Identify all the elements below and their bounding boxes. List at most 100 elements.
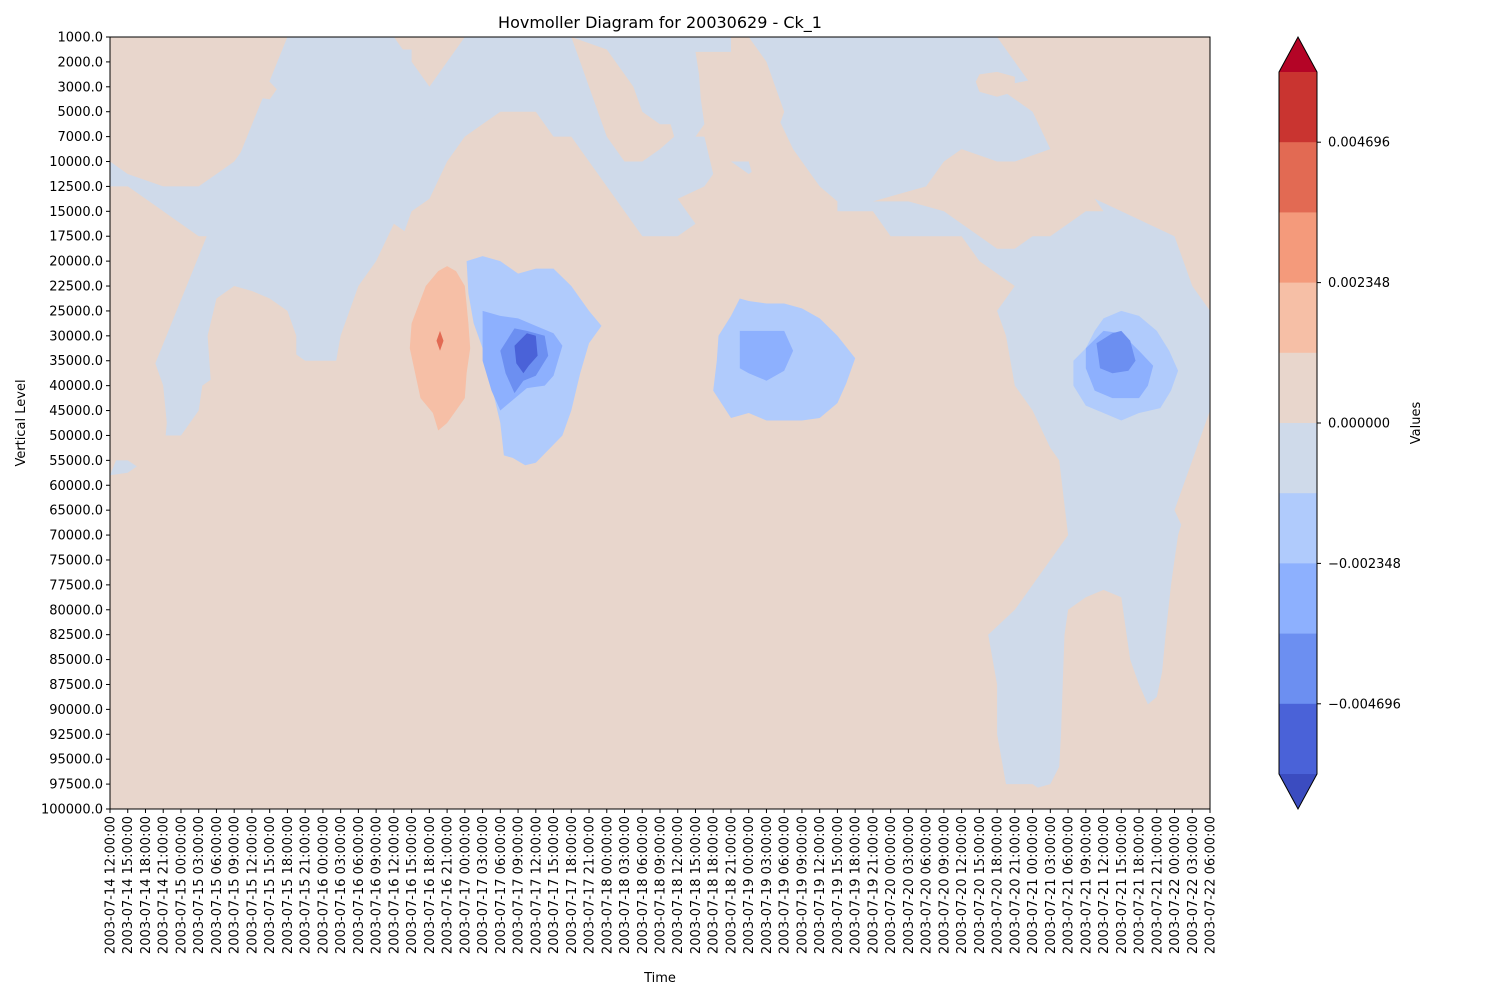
colorbar-tick-label: 0.004696 bbox=[1328, 136, 1390, 151]
y-tick-label: 70000.0 bbox=[49, 529, 103, 544]
contour-negative-blob-2-core bbox=[739, 330, 794, 381]
x-tick-label: 2003-07-17 00:00:00 bbox=[458, 816, 473, 954]
x-tick-label: 2003-07-20 09:00:00 bbox=[937, 816, 952, 954]
contour-field bbox=[110, 37, 1210, 809]
x-tick-label: 2003-07-18 06:00:00 bbox=[636, 816, 651, 954]
y-tick-label: 17500.0 bbox=[49, 230, 103, 245]
colorbar-label: Values bbox=[1409, 402, 1424, 445]
x-tick-label: 2003-07-17 15:00:00 bbox=[547, 816, 562, 954]
chart-title: Hovmoller Diagram for 20030629 - Ck_1 bbox=[498, 13, 822, 33]
y-tick-label: 3000.0 bbox=[58, 80, 104, 95]
y-tick-label: 45000.0 bbox=[49, 404, 103, 419]
y-tick-label: 55000.0 bbox=[49, 454, 103, 469]
plot-area bbox=[109, 36, 1211, 810]
colorbar-segment bbox=[1279, 493, 1317, 564]
y-tick-label: 85000.0 bbox=[49, 653, 103, 668]
y-tick-label: 82500.0 bbox=[49, 628, 103, 643]
x-tick-label: 2003-07-16 12:00:00 bbox=[387, 816, 402, 954]
x-tick-label: 2003-07-18 18:00:00 bbox=[707, 816, 722, 954]
y-axis-label: Vertical Level bbox=[14, 379, 29, 466]
x-tick-label: 2003-07-19 00:00:00 bbox=[742, 816, 757, 954]
x-tick-label: 2003-07-18 03:00:00 bbox=[618, 816, 633, 954]
y-tick-label: 50000.0 bbox=[49, 429, 103, 444]
colorbar-extend-min bbox=[1279, 774, 1317, 809]
x-tick-label: 2003-07-17 12:00:00 bbox=[529, 816, 544, 954]
x-tick-label: 2003-07-20 03:00:00 bbox=[902, 816, 917, 954]
y-tick-label: 35000.0 bbox=[49, 354, 103, 369]
colorbar-outline bbox=[1278, 35, 1318, 811]
contour-positive-right-lower bbox=[997, 510, 1210, 809]
x-tick-label: 2003-07-20 21:00:00 bbox=[1008, 816, 1023, 954]
contour-positive-right-upper bbox=[1121, 37, 1210, 286]
y-tick-label: 1000.0 bbox=[58, 31, 104, 46]
contour-positive-small-2 bbox=[975, 71, 1015, 97]
x-tick-label: 2003-07-15 15:00:00 bbox=[263, 816, 278, 954]
x-tick-label: 2003-07-16 15:00:00 bbox=[405, 816, 420, 954]
x-tick-label: 2003-07-18 00:00:00 bbox=[600, 816, 615, 954]
x-tick-label: 2003-07-14 21:00:00 bbox=[157, 816, 172, 954]
y-tick-label: 15000.0 bbox=[49, 205, 103, 220]
y-tick-label: 40000.0 bbox=[49, 379, 103, 394]
colorbar-tick-label: 0.002348 bbox=[1328, 276, 1390, 291]
x-tick-label: 2003-07-15 18:00:00 bbox=[281, 816, 296, 954]
x-tick-label: 2003-07-21 21:00:00 bbox=[1150, 816, 1165, 954]
x-tick-label: 2003-07-15 00:00:00 bbox=[175, 816, 190, 954]
x-tick-label: 2003-07-21 15:00:00 bbox=[1115, 816, 1130, 954]
colorbar-segment bbox=[1279, 72, 1317, 143]
contour-negative-region-upper-left bbox=[110, 49, 430, 237]
y-tick-label: 90000.0 bbox=[49, 703, 103, 718]
x-tick-label: 2003-07-14 15:00:00 bbox=[121, 816, 136, 954]
x-tick-label: 2003-07-20 15:00:00 bbox=[973, 816, 988, 954]
x-tick-label: 2003-07-18 15:00:00 bbox=[689, 816, 704, 954]
contour-negative-blob-1-min bbox=[514, 333, 538, 374]
y-tick-label: 77500.0 bbox=[49, 578, 103, 593]
x-tick-label: 2003-07-19 03:00:00 bbox=[760, 816, 775, 954]
y-tick-label: 60000.0 bbox=[49, 479, 103, 494]
x-tick-label: 2003-07-15 12:00:00 bbox=[245, 816, 260, 954]
x-tick-label: 2003-07-21 00:00:00 bbox=[1026, 816, 1041, 954]
contour-positive-left bbox=[110, 186, 181, 478]
x-tick-label: 2003-07-21 18:00:00 bbox=[1133, 816, 1148, 954]
y-tick-label: 10000.0 bbox=[49, 155, 103, 170]
x-tick-label: 2003-07-19 12:00:00 bbox=[813, 816, 828, 954]
colorbar-tick-label: 0.000000 bbox=[1328, 417, 1390, 432]
y-tick-label: 92500.0 bbox=[49, 728, 103, 743]
contour-positive-upper-mid-2 bbox=[695, 51, 838, 217]
x-tick-label: 2003-07-19 15:00:00 bbox=[831, 816, 846, 954]
x-tick-label: 2003-07-20 06:00:00 bbox=[920, 816, 935, 954]
colorbar-segment bbox=[1279, 423, 1317, 494]
x-tick-label: 2003-07-18 21:00:00 bbox=[725, 816, 740, 954]
x-tick-label: 2003-07-14 18:00:00 bbox=[139, 816, 154, 954]
x-tick-label: 2003-07-20 00:00:00 bbox=[884, 816, 899, 954]
y-tick-label: 12500.0 bbox=[49, 180, 103, 195]
contour-positive-small-1 bbox=[243, 76, 277, 100]
colorbar-segment bbox=[1279, 563, 1317, 635]
colorbar-segment bbox=[1279, 212, 1317, 284]
y-tick-label: 65000.0 bbox=[49, 504, 103, 519]
x-tick-label: 2003-07-18 12:00:00 bbox=[671, 816, 686, 954]
x-tick-label: 2003-07-21 12:00:00 bbox=[1097, 816, 1112, 954]
contour-negative-region bbox=[110, 37, 1210, 809]
x-tick-label: 2003-07-19 06:00:00 bbox=[778, 816, 793, 954]
y-tick-label: 7000.0 bbox=[58, 130, 104, 145]
contour-negative-blob-3-deep bbox=[1096, 330, 1136, 374]
x-tick-label: 2003-07-17 09:00:00 bbox=[512, 816, 527, 954]
contour-positive-lower-center bbox=[784, 746, 882, 809]
x-tick-label: 2003-07-16 18:00:00 bbox=[423, 816, 438, 954]
x-tick-label: 2003-07-14 12:00:00 bbox=[104, 816, 119, 954]
contour-positive-tongue-1 bbox=[589, 360, 785, 809]
x-tick-label: 2003-07-22 03:00:00 bbox=[1186, 816, 1201, 954]
colorbar-segment bbox=[1279, 633, 1317, 705]
y-axis: 1000.0 2000.0 3000.0 5000.0 7000.0 10000.0 125… bbox=[41, 31, 110, 818]
contour-positive-upper-mid-1 bbox=[571, 37, 675, 162]
contour-positive-upper-right bbox=[855, 37, 1139, 249]
x-tick-label: 2003-07-18 09:00:00 bbox=[654, 816, 669, 954]
x-tick-label: 2003-07-17 03:00:00 bbox=[476, 816, 491, 954]
colorbar: 0.004696 0.002348 0.000000 −0.002348 −0.0046… bbox=[1278, 35, 1401, 811]
y-tick-label: 87500.0 bbox=[49, 678, 103, 693]
y-tick-label: 20000.0 bbox=[49, 255, 103, 270]
x-tick-label: 2003-07-20 18:00:00 bbox=[991, 816, 1006, 954]
colorbar-segment bbox=[1279, 282, 1317, 354]
x-tick-label: 2003-07-16 09:00:00 bbox=[370, 816, 385, 954]
y-tick-label: 25000.0 bbox=[49, 304, 103, 319]
